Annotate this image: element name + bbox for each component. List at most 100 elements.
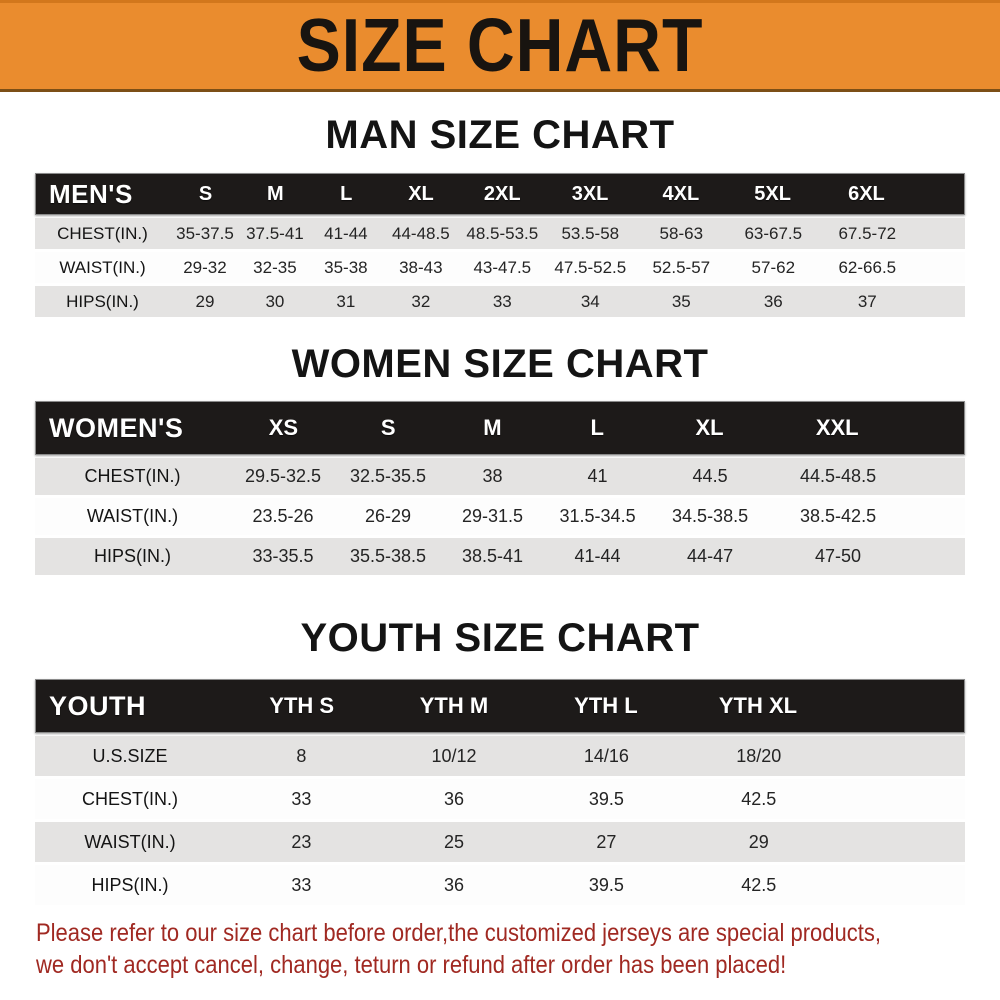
youth-waist-value: 29 xyxy=(748,831,769,852)
men-hips-value: 37 xyxy=(857,291,877,311)
men-waist-value: 29-32 xyxy=(183,257,227,277)
women-waist-label: WAIST(IN.) xyxy=(86,506,179,526)
men-waist-value: 38-43 xyxy=(399,257,443,277)
youth-hips-label: HIPS(IN.) xyxy=(91,874,169,895)
men-waist-value: 47.5-52.5 xyxy=(554,257,627,277)
men-size-col-3xl: 3XL xyxy=(571,182,609,205)
youth-chest-value: 39.5 xyxy=(588,788,624,809)
women-size-col-l: L xyxy=(590,415,604,440)
youth-ussize-value: 8 xyxy=(296,745,307,766)
men-chest-value: 67.5-72 xyxy=(838,223,897,243)
men-chest-label: CHEST(IN.) xyxy=(57,223,148,243)
note-line-1: Please refer to our size chart before or… xyxy=(36,919,881,947)
men-size-col-s: S xyxy=(198,182,213,205)
women-waist-value: 38.5-42.5 xyxy=(800,506,877,526)
youth-chest-value: 33 xyxy=(291,788,312,809)
youth-waist-value: 27 xyxy=(596,831,617,852)
men-waist-value: 52.5-57 xyxy=(652,257,711,277)
note-line-2: we don't accept cancel, change, teturn o… xyxy=(36,951,787,979)
youth-size-col-m: YTH M xyxy=(419,693,489,718)
youth-waist-label: WAIST(IN.) xyxy=(84,831,176,852)
youth-waist-value: 25 xyxy=(443,831,464,852)
men-chest-value: 35-37.5 xyxy=(176,223,234,243)
youth-ussize-value: 14/16 xyxy=(583,745,629,766)
men-hips-value: 35 xyxy=(671,291,691,311)
men-hips-row: HIPS(IN.) 29 30 31 32 33 34 35 36 37 xyxy=(35,286,965,317)
women-waist-value: 29-31.5 xyxy=(461,506,524,526)
women-waist-value: 31.5-34.5 xyxy=(559,506,636,526)
men-size-col-xl: XL xyxy=(408,182,434,205)
men-hips-value: 34 xyxy=(580,291,600,311)
men-hips-value: 36 xyxy=(763,291,783,311)
youth-chest-label: CHEST(IN.) xyxy=(82,788,178,809)
men-corner-label: MEN'S xyxy=(49,178,133,209)
men-hips-value: 33 xyxy=(492,291,512,311)
women-chest-value: 32.5-35.5 xyxy=(349,466,427,486)
women-section-title: WOMEN SIZE CHART xyxy=(291,342,709,386)
women-hips-value: 35.5-38.5 xyxy=(349,546,427,566)
youth-table-header-row: YOUTH YTH S YTH M YTH L YTH XL xyxy=(35,679,965,733)
men-chest-value: 48.5-53.5 xyxy=(466,223,539,243)
men-size-col-2xl: 2XL xyxy=(483,182,521,205)
men-chest-value: 53.5-58 xyxy=(561,223,620,243)
women-chest-value: 41 xyxy=(587,466,608,486)
women-hips-value: 38.5-41 xyxy=(461,546,524,566)
women-size-table: WOMEN'S XS S M L XL XXL CHEST(IN.) 29.5-… xyxy=(35,401,965,575)
men-hips-label: HIPS(IN.) xyxy=(66,291,139,311)
men-size-col-m: M xyxy=(267,182,284,205)
women-size-col-xs: XS xyxy=(268,415,299,440)
women-size-col-xxl: XXL xyxy=(815,415,859,440)
youth-hips-value: 33 xyxy=(291,874,312,895)
men-chest-value: 44-48.5 xyxy=(392,223,450,243)
youth-size-col-s: YTH S xyxy=(269,693,335,718)
men-hips-value: 31 xyxy=(336,291,356,311)
women-chest-label: CHEST(IN.) xyxy=(84,466,181,486)
men-hips-value: 30 xyxy=(265,291,285,311)
men-chest-row: CHEST(IN.) 35-37.5 37.5-41 41-44 44-48.5… xyxy=(35,218,965,249)
youth-waist-row: WAIST(IN.) 23 25 27 29 xyxy=(35,822,965,862)
women-size-col-m: M xyxy=(483,415,502,440)
women-hips-value: 33-35.5 xyxy=(252,546,314,566)
men-hips-value: 29 xyxy=(195,291,215,311)
youth-hips-value: 42.5 xyxy=(741,874,777,895)
women-table-header-row: WOMEN'S XS S M L XL XXL xyxy=(35,401,965,455)
youth-size-table: YOUTH YTH S YTH M YTH L YTH XL U.S.SIZE … xyxy=(35,679,965,905)
women-chest-value: 44.5-48.5 xyxy=(800,466,877,486)
men-chest-value: 58-63 xyxy=(659,223,704,243)
youth-chest-value: 42.5 xyxy=(741,788,777,809)
men-size-table: MEN'S S M L XL 2XL 3XL 4XL 5XL 6XL CHEST… xyxy=(35,173,965,317)
men-waist-value: 43-47.5 xyxy=(473,257,532,277)
men-hips-value: 32 xyxy=(411,291,431,311)
men-table-header-row: MEN'S S M L XL 2XL 3XL 4XL 5XL 6XL xyxy=(35,173,965,215)
youth-hips-value: 36 xyxy=(443,874,464,895)
women-hips-row: HIPS(IN.) 33-35.5 35.5-38.5 38.5-41 41-4… xyxy=(35,538,965,575)
women-waist-value: 23.5-26 xyxy=(252,506,314,526)
women-waist-value: 26-29 xyxy=(364,506,412,526)
women-waist-value: 34.5-38.5 xyxy=(672,506,749,526)
women-hips-value: 47-50 xyxy=(815,546,862,566)
women-chest-row: CHEST(IN.) 29.5-32.5 32.5-35.5 38 41 44.… xyxy=(35,458,965,495)
youth-chest-row: CHEST(IN.) 33 36 39.5 42.5 xyxy=(35,779,965,819)
banner: SIZE CHART xyxy=(0,0,1000,92)
men-waist-row: WAIST(IN.) 29-32 32-35 35-38 38-43 43-47… xyxy=(35,252,965,283)
footer-note: Please refer to our size chart before or… xyxy=(0,917,1000,981)
men-waist-label: WAIST(IN.) xyxy=(59,257,146,277)
women-corner-label: WOMEN'S xyxy=(49,412,184,443)
women-chest-value: 29.5-32.5 xyxy=(244,466,322,486)
youth-ussize-value: 10/12 xyxy=(431,745,477,766)
women-chest-value: 38 xyxy=(482,466,503,486)
youth-hips-row: HIPS(IN.) 33 36 39.5 42.5 xyxy=(35,865,965,905)
youth-hips-value: 39.5 xyxy=(588,874,624,895)
women-size-col-xl: XL xyxy=(695,415,724,440)
men-size-col-5xl: 5XL xyxy=(754,182,791,205)
youth-waist-value: 23 xyxy=(291,831,312,852)
women-hips-value: 44-47 xyxy=(687,546,734,566)
men-waist-value: 32-35 xyxy=(253,257,297,277)
men-size-col-6xl: 6XL xyxy=(848,182,885,205)
men-chest-value: 37.5-41 xyxy=(246,223,304,243)
youth-chest-value: 36 xyxy=(443,788,464,809)
men-waist-value: 62-66.5 xyxy=(838,257,897,277)
youth-ussize-row: U.S.SIZE 8 10/12 14/16 18/20 xyxy=(35,736,965,776)
men-chest-value: 41-44 xyxy=(324,223,368,243)
